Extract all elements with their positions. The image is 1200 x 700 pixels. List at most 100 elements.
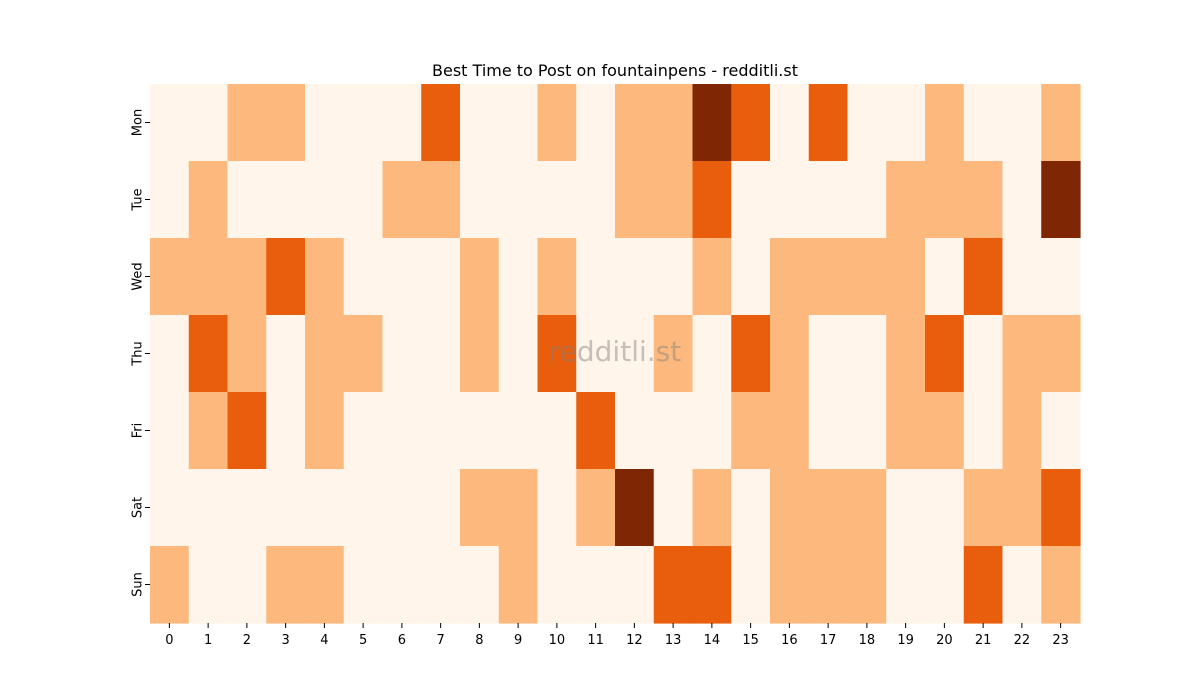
x-tick-label-9: 9 — [514, 633, 522, 648]
heatmap-cell-sat-20 — [925, 469, 965, 547]
heatmap-cell-sat-0 — [150, 469, 190, 547]
heatmap-cell-wed-10 — [537, 238, 577, 316]
heatmap-cell-fri-20 — [925, 392, 965, 470]
heatmap-cell-fri-17 — [808, 392, 849, 470]
heatmap-cell-thu-20 — [925, 315, 965, 393]
heatmap-cell-sat-14 — [692, 469, 732, 547]
heatmap-cell-thu-10 — [537, 315, 577, 393]
heatmap-cell-sat-7 — [421, 469, 461, 547]
heatmap-cell-thu-3 — [266, 315, 306, 393]
heatmap-cell-mon-0 — [150, 84, 190, 162]
heatmap-cell-fri-8 — [460, 392, 500, 470]
heatmap-cell-mon-7 — [421, 84, 461, 162]
heatmap-cell-thu-12 — [615, 315, 655, 393]
x-tick-label-18: 18 — [859, 633, 876, 648]
heatmap-cell-sun-12 — [615, 546, 655, 624]
heatmap-cell-wed-22 — [1002, 238, 1042, 316]
heatmap-cell-sat-18 — [847, 469, 887, 547]
y-tick-label-thu: Thu — [131, 341, 146, 366]
heatmap-cell-wed-1 — [188, 238, 229, 316]
heatmap-cell-sat-12 — [615, 469, 655, 547]
heatmap-cell-sat-16 — [770, 469, 810, 547]
x-tick-label-12: 12 — [626, 633, 643, 648]
heatmap-cell-thu-11 — [576, 315, 616, 393]
heatmap-cell-thu-23 — [1041, 315, 1081, 393]
heatmap-cell-tue-5 — [343, 161, 384, 239]
heatmap-cell-fri-5 — [343, 392, 384, 470]
heatmap-cell-wed-0 — [150, 238, 190, 316]
heatmap-cell-thu-21 — [963, 315, 1004, 393]
x-tick-label-23: 23 — [1052, 633, 1069, 648]
heatmap-cell-sat-15 — [731, 469, 771, 547]
heatmap-cell-sun-2 — [227, 546, 267, 624]
heatmap-cell-tue-14 — [692, 161, 732, 239]
heatmap-cell-sun-9 — [498, 546, 539, 624]
heatmap-cell-wed-4 — [305, 238, 345, 316]
heatmap-cell-sat-10 — [537, 469, 577, 547]
heatmap-cell-thu-15 — [731, 315, 771, 393]
heatmap-cell-mon-15 — [731, 84, 771, 162]
heatmap-cell-sun-23 — [1041, 546, 1081, 624]
heatmap-cell-mon-5 — [343, 84, 384, 162]
heatmap-cell-sun-19 — [886, 546, 926, 624]
heatmap-cell-sat-17 — [808, 469, 849, 547]
heatmap-cell-sun-15 — [731, 546, 771, 624]
heatmap-cell-tue-20 — [925, 161, 965, 239]
heatmap-cell-thu-4 — [305, 315, 345, 393]
heatmap-cell-sat-11 — [576, 469, 616, 547]
heatmap-cell-mon-3 — [266, 84, 306, 162]
heatmap-cell-wed-11 — [576, 238, 616, 316]
heatmap-cell-fri-11 — [576, 392, 616, 470]
heatmap-cell-wed-5 — [343, 238, 384, 316]
heatmap-cell-sun-3 — [266, 546, 306, 624]
x-tick-label-11: 11 — [587, 633, 604, 648]
heatmap-cell-sat-5 — [343, 469, 384, 547]
heatmap-cell-mon-14 — [692, 84, 732, 162]
heatmap-cell-fri-1 — [188, 392, 229, 470]
x-tick-label-21: 21 — [975, 633, 992, 648]
heatmap-cell-sat-9 — [498, 469, 539, 547]
heatmap-cell-thu-18 — [847, 315, 887, 393]
y-axis: Mon Tue Wed Thu Fri Sat Sun — [131, 109, 150, 597]
heatmap-cell-fri-0 — [150, 392, 190, 470]
y-tick-label-fri: Fri — [131, 423, 146, 439]
heatmap-cell-wed-7 — [421, 238, 461, 316]
heatmap-cell-fri-9 — [498, 392, 539, 470]
heatmap-cell-wed-14 — [692, 238, 732, 316]
heatmap-cell-mon-12 — [615, 84, 655, 162]
heatmap-cell-thu-0 — [150, 315, 190, 393]
y-tick-label-sat: Sat — [131, 497, 146, 518]
heatmap-cell-tue-23 — [1041, 161, 1081, 239]
heatmap-cell-sun-0 — [150, 546, 190, 624]
heatmap-cell-mon-13 — [653, 84, 694, 162]
heatmap-cell-tue-22 — [1002, 161, 1042, 239]
heatmap-cell-thu-2 — [227, 315, 267, 393]
x-tick-label-15: 15 — [742, 633, 759, 648]
heatmap-cell-sat-4 — [305, 469, 345, 547]
x-tick-label-16: 16 — [781, 633, 798, 648]
heatmap-cell-fri-13 — [653, 392, 694, 470]
heatmap-cell-sun-7 — [421, 546, 461, 624]
y-tick-label-wed: Wed — [131, 262, 146, 290]
x-tick-label-4: 4 — [320, 633, 328, 648]
heatmap-cell-mon-1 — [188, 84, 229, 162]
heatmap-cell-mon-16 — [770, 84, 810, 162]
heatmap-cell-fri-19 — [886, 392, 926, 470]
heatmap-cell-sun-13 — [653, 546, 694, 624]
heatmap-cell-fri-4 — [305, 392, 345, 470]
heatmap-cell-mon-11 — [576, 84, 616, 162]
heatmap-cell-sun-14 — [692, 546, 732, 624]
y-tick-label-sun: Sun — [131, 572, 146, 597]
heatmap-cell-fri-16 — [770, 392, 810, 470]
heatmap-cell-sun-20 — [925, 546, 965, 624]
heatmap-cell-sun-10 — [537, 546, 577, 624]
heatmap-cell-thu-7 — [421, 315, 461, 393]
heatmap-cell-wed-3 — [266, 238, 306, 316]
heatmap-cell-sun-5 — [343, 546, 384, 624]
heatmap-cell-sat-6 — [382, 469, 422, 547]
heatmap-cell-thu-9 — [498, 315, 539, 393]
heatmap-cell-sat-19 — [886, 469, 926, 547]
heatmap-cell-fri-18 — [847, 392, 887, 470]
heatmap-cell-sat-1 — [188, 469, 229, 547]
heatmap-cell-sun-8 — [460, 546, 500, 624]
